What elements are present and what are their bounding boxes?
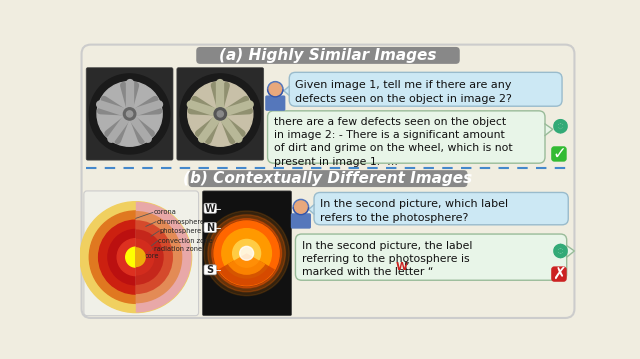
- Circle shape: [117, 239, 154, 276]
- Wedge shape: [136, 202, 191, 313]
- Text: core: core: [145, 253, 159, 259]
- FancyBboxPatch shape: [314, 192, 568, 225]
- Text: W: W: [396, 262, 408, 272]
- Text: chromosphere: chromosphere: [157, 219, 205, 225]
- Circle shape: [269, 83, 282, 95]
- Text: (a) Highly Similar Images: (a) Highly Similar Images: [220, 48, 436, 63]
- Circle shape: [99, 220, 173, 294]
- Wedge shape: [218, 253, 275, 286]
- Wedge shape: [136, 211, 182, 303]
- Polygon shape: [545, 124, 553, 135]
- Text: S: S: [207, 265, 214, 275]
- Text: ”.: ”.: [403, 262, 412, 272]
- Circle shape: [268, 81, 283, 97]
- Text: In the second picture, the label
referring to the photosphere is
marked with the: In the second picture, the label referri…: [301, 241, 472, 278]
- FancyBboxPatch shape: [81, 45, 575, 318]
- Circle shape: [204, 211, 289, 296]
- Text: Given image 1, tell me if there are any
defects seen on the object in image 2?: Given image 1, tell me if there are any …: [296, 80, 513, 104]
- Text: corona: corona: [154, 210, 177, 215]
- FancyBboxPatch shape: [291, 213, 311, 229]
- Text: N: N: [206, 223, 214, 233]
- Circle shape: [559, 124, 563, 128]
- Polygon shape: [566, 246, 575, 257]
- FancyBboxPatch shape: [289, 73, 562, 106]
- Circle shape: [90, 74, 170, 154]
- Circle shape: [180, 74, 260, 154]
- Circle shape: [127, 111, 132, 117]
- Circle shape: [233, 239, 260, 267]
- Text: In the second picture, which label
refers to the photosphere?: In the second picture, which label refer…: [320, 199, 508, 223]
- FancyBboxPatch shape: [551, 146, 566, 162]
- Circle shape: [125, 247, 146, 267]
- Circle shape: [212, 219, 282, 288]
- FancyBboxPatch shape: [202, 191, 292, 316]
- Text: radiation zone: radiation zone: [154, 246, 202, 252]
- Text: there are a few defects seen on the object
in image 2: - There is a significant : there are a few defects seen on the obje…: [274, 117, 513, 167]
- FancyBboxPatch shape: [204, 203, 216, 213]
- FancyBboxPatch shape: [204, 223, 216, 233]
- FancyBboxPatch shape: [86, 68, 173, 160]
- Text: convection zone: convection zone: [158, 238, 213, 244]
- Wedge shape: [136, 220, 173, 294]
- Circle shape: [90, 211, 182, 303]
- FancyBboxPatch shape: [296, 234, 566, 280]
- Circle shape: [293, 199, 308, 215]
- FancyBboxPatch shape: [551, 266, 566, 282]
- Circle shape: [214, 108, 227, 120]
- Text: photosphere: photosphere: [160, 228, 202, 234]
- Circle shape: [559, 249, 563, 253]
- FancyBboxPatch shape: [177, 68, 264, 160]
- FancyBboxPatch shape: [189, 170, 467, 187]
- Circle shape: [294, 201, 307, 213]
- Circle shape: [188, 81, 253, 146]
- Wedge shape: [136, 247, 146, 267]
- Circle shape: [124, 108, 136, 120]
- Polygon shape: [284, 86, 289, 95]
- Wedge shape: [228, 253, 266, 275]
- FancyBboxPatch shape: [84, 191, 198, 316]
- Wedge shape: [136, 229, 164, 285]
- Circle shape: [80, 202, 191, 313]
- Circle shape: [222, 229, 271, 278]
- Circle shape: [108, 229, 164, 285]
- Circle shape: [239, 246, 253, 260]
- Circle shape: [208, 215, 285, 292]
- FancyBboxPatch shape: [196, 47, 460, 64]
- Text: ✓: ✓: [552, 145, 566, 163]
- Polygon shape: [308, 205, 314, 214]
- Wedge shape: [136, 239, 154, 276]
- Text: W: W: [205, 204, 216, 214]
- Text: (b) Contextually Different Images: (b) Contextually Different Images: [184, 171, 472, 186]
- FancyBboxPatch shape: [204, 265, 216, 275]
- Circle shape: [214, 221, 279, 286]
- FancyBboxPatch shape: [265, 95, 285, 111]
- Circle shape: [97, 81, 162, 146]
- Text: ✗: ✗: [552, 265, 566, 283]
- Circle shape: [217, 111, 223, 117]
- FancyBboxPatch shape: [268, 111, 545, 163]
